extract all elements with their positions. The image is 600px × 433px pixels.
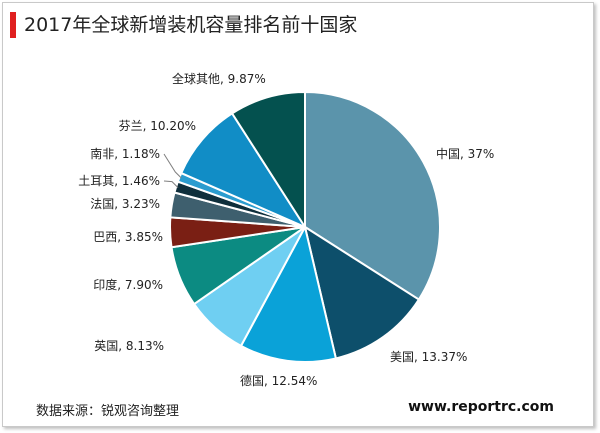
leader-line-8 bbox=[163, 180, 179, 188]
pie-slices bbox=[169, 90, 442, 363]
slice-label-8: 土耳其, 1.46% bbox=[78, 174, 160, 188]
chart-title: 2017年全球新增装机容量排名前十国家 bbox=[24, 14, 358, 36]
slice-label-3: 德国, 12.54% bbox=[240, 373, 317, 388]
slice-label-6: 巴西, 3.85% bbox=[93, 230, 163, 244]
slice-label-1: 中国, 37% bbox=[436, 146, 494, 161]
slice-label-4: 英国, 8.13% bbox=[94, 339, 164, 353]
title-accent-bar bbox=[10, 12, 16, 38]
slice-label-9: 南非, 1.18% bbox=[90, 146, 160, 161]
slice-label-10: 芬兰, 10.20% bbox=[119, 119, 196, 133]
slice-label-2: 美国, 13.37% bbox=[390, 350, 467, 364]
pie-slice-3 bbox=[239, 224, 338, 363]
slice-label-5: 印度, 7.90% bbox=[93, 277, 163, 292]
pie-labels: 中国, 37% 美国, 13.37% 德国, 12.54% 英国, 8.13% 印度, … bbox=[78, 71, 494, 388]
leader-line-9 bbox=[163, 153, 182, 179]
slice-label-7: 法国, 3.23% bbox=[90, 197, 160, 211]
pie-slice-2 bbox=[303, 224, 421, 360]
site-url: www.reportrc.com bbox=[408, 399, 554, 415]
pie-slice-11 bbox=[230, 90, 306, 231]
data-source: 数据来源：锐观咨询整理 bbox=[36, 404, 180, 419]
slice-label-11: 全球其他, 9.87% bbox=[172, 71, 266, 86]
pie-slice-10 bbox=[179, 111, 308, 230]
